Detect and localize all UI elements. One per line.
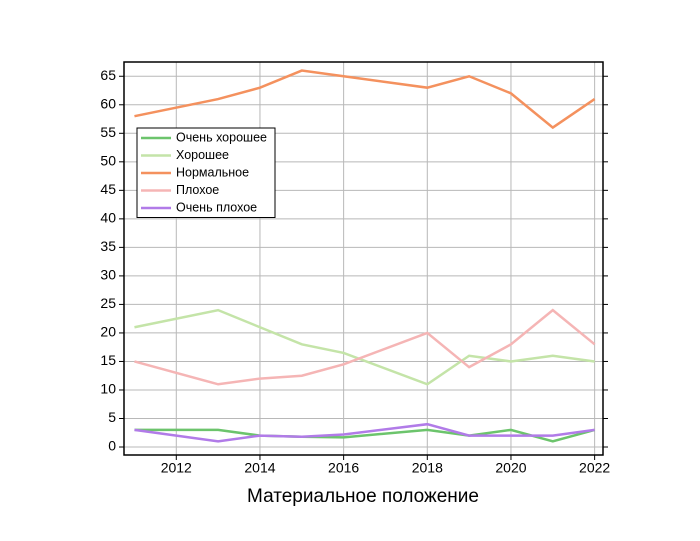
series-line (134, 308, 595, 386)
series-line (134, 308, 596, 386)
x-tick-label: 2022 (579, 460, 610, 476)
y-tick-label: 5 (108, 409, 116, 425)
y-tick-label: 55 (100, 124, 116, 140)
x-tick-label: 2018 (412, 460, 443, 476)
y-tick-label: 0 (108, 438, 116, 454)
legend-label: Очень хорошее (176, 130, 267, 144)
y-tick-label: 50 (100, 153, 116, 169)
y-tick-label: 25 (100, 295, 116, 311)
y-tick-label: 30 (100, 267, 116, 283)
legend-label: Очень плохое (176, 200, 257, 214)
y-tick-label: 45 (100, 181, 116, 197)
x-axis-label: Материальное положение (247, 486, 479, 507)
x-tick-label: 2016 (328, 460, 359, 476)
plot-frame (123, 61, 604, 456)
legend-label: Хорошее (176, 148, 229, 162)
y-tick-label: 60 (100, 95, 116, 111)
y-tick-label: 20 (100, 324, 116, 340)
y-tick-label: 35 (100, 238, 116, 254)
y-tick-label: 40 (100, 210, 116, 226)
legend-label: Нормальное (176, 165, 249, 179)
series-line (134, 422, 595, 443)
legend-label: Плохое (176, 183, 219, 197)
x-tick-label: 2014 (244, 460, 275, 476)
y-tick-label: 10 (100, 381, 116, 397)
x-tick-label: 2012 (161, 460, 192, 476)
y-tick-label: 15 (100, 352, 116, 368)
series-line (134, 69, 596, 130)
x-tick-label: 2020 (495, 460, 526, 476)
y-tick-label: 65 (100, 67, 116, 83)
